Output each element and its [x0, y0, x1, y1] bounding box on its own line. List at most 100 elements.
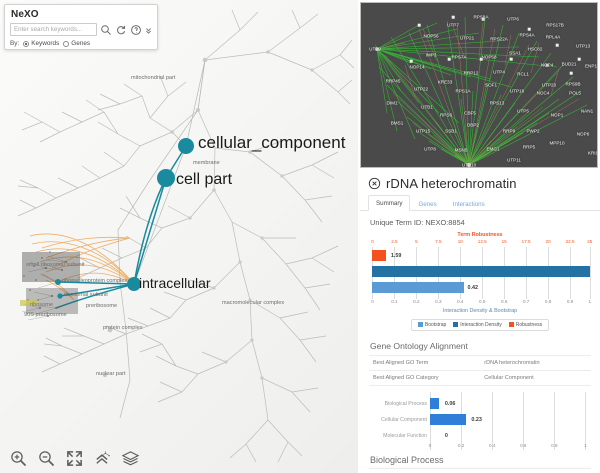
- top-tick: 2.5: [391, 239, 398, 244]
- section-title-biological-process: Biological Process: [370, 455, 444, 465]
- fit-screen-icon[interactable]: [65, 449, 84, 468]
- gene-node[interactable]: [467, 163, 471, 167]
- detail-tabs: Summary Genes Interactions: [360, 194, 600, 211]
- gene-node[interactable]: [481, 17, 485, 21]
- tree-label-preribosome[interactable]: preribosome: [86, 303, 118, 309]
- gene-interaction-network[interactable]: UTP9 RPS8A UTP6 UTP7 NOP56 RPS17B RPS4A …: [360, 2, 598, 168]
- layers-icon[interactable]: [121, 449, 140, 468]
- top-tick: 12.5: [477, 239, 487, 244]
- search-icon[interactable]: [100, 24, 112, 36]
- go-tick: 0.6: [520, 443, 527, 448]
- collapse-icon[interactable]: [93, 449, 112, 468]
- zoom-out-icon[interactable]: [37, 449, 56, 468]
- term-detail-panel: rDNA heterochromatin Summary Genes Inter…: [360, 170, 600, 473]
- bottom-tick: 0.3: [435, 299, 442, 304]
- bar-biological-process[interactable]: [430, 398, 440, 409]
- gene-node[interactable]: [509, 57, 513, 61]
- help-icon[interactable]: [130, 24, 142, 36]
- chart-legend: Bootstrap Interaction Density Robustness: [410, 318, 550, 331]
- tree-label-ribosomal-subunit[interactable]: ribosomal subunit: [64, 292, 108, 298]
- bar-cellular-component[interactable]: [430, 414, 466, 425]
- radio-genes-label: Genes: [71, 40, 91, 47]
- tree-label-ribonucleoprotein-complex[interactable]: ribonucleoprotein complex: [62, 278, 128, 284]
- go-tick: 0: [428, 443, 432, 448]
- gene-node[interactable]: [569, 71, 573, 75]
- go-tick: 1: [584, 443, 587, 448]
- gene-node[interactable]: [375, 47, 379, 51]
- section-divider: [369, 468, 591, 469]
- bar-value-biological-process: 0.06: [444, 401, 456, 407]
- go-alignment-table: Best Aligned GO Term rDNA heterochromati…: [369, 355, 591, 386]
- go-category-label-biological-process: Biological Process: [384, 401, 427, 407]
- tree-label-90s-preribosome[interactable]: 90S preribosome: [24, 312, 67, 318]
- gene-node[interactable]: [451, 15, 455, 19]
- chart-title-term-robustness: Term Robustness: [457, 232, 503, 238]
- radio-keywords[interactable]: Keywords: [23, 40, 59, 47]
- tree-label-protein-complex[interactable]: protein complex: [103, 325, 143, 331]
- tree-label-membrane[interactable]: membrane: [193, 160, 220, 166]
- bottom-tick: 0.6: [500, 299, 508, 304]
- top-tick: 20: [545, 239, 551, 244]
- gene-node[interactable]: [555, 43, 559, 47]
- legend-item-interaction-density[interactable]: Interaction Density: [453, 322, 502, 328]
- tab-interactions[interactable]: Interactions: [452, 201, 485, 208]
- legend-item-bootstrap[interactable]: Bootstrap: [417, 322, 446, 328]
- chart-xlabel-interaction-density-bootstrap: Interaction Density & Bootstrap: [442, 308, 518, 314]
- robustness-chart: Term Robustness 0 2.5 5 7.5 10 12.5 15 1…: [368, 230, 592, 334]
- legend-item-robustness[interactable]: Robustness: [508, 322, 542, 328]
- bottom-tick: 1: [588, 299, 592, 304]
- term-detail-header: rDNA heterochromatin: [360, 170, 600, 194]
- go-category-label-molecular-function: Molecular Function: [383, 433, 427, 439]
- tab-genes[interactable]: Genes: [418, 201, 437, 208]
- gene-node[interactable]: [479, 57, 483, 61]
- radio-genes[interactable]: Genes: [63, 40, 90, 47]
- zoom-in-icon[interactable]: [9, 449, 28, 468]
- tree-label-small-ribosomal-subunit[interactable]: small ribosomal subunit: [26, 262, 85, 268]
- row-value: rDNA heterochromatin: [484, 360, 540, 366]
- bottom-tick: 0.5: [479, 299, 486, 304]
- gridline: [554, 392, 556, 450]
- gene-node[interactable]: [577, 57, 581, 61]
- legend-swatch-interaction-density: [453, 322, 459, 327]
- bar-value-molecular-function: 0: [444, 433, 448, 439]
- search-row: [10, 23, 152, 36]
- search-input[interactable]: [10, 23, 97, 36]
- go-tick: 0.8: [551, 443, 558, 448]
- radio-genes-dot: [63, 40, 70, 47]
- tree-label-ribosome[interactable]: ribosome: [30, 302, 54, 308]
- gene-node[interactable]: [447, 57, 451, 61]
- row-key: Best Aligned GO Term: [373, 360, 429, 366]
- chevron-down-icon[interactable]: [145, 24, 152, 36]
- gene-node[interactable]: [409, 59, 413, 63]
- tab-summary[interactable]: Summary: [368, 195, 411, 211]
- ontology-tree-view[interactable]: cellular_component cell part intracellul…: [0, 0, 358, 473]
- tree-label-mitochondrial-part[interactable]: mitochondrial part: [131, 75, 176, 81]
- gene-node[interactable]: [527, 27, 531, 31]
- refresh-icon[interactable]: [115, 24, 127, 36]
- go-category-label-cellular-component: Cellular Component: [381, 417, 427, 423]
- tree-node-cellular-component: [178, 138, 194, 154]
- page-title: rDNA heterochromatin: [386, 176, 517, 191]
- bar-interaction-density[interactable]: [372, 266, 590, 277]
- tree-label-intracellular[interactable]: intracellular: [139, 275, 211, 291]
- gridline: [492, 392, 494, 450]
- tree-label-cell-part[interactable]: cell part: [176, 171, 233, 188]
- close-circle-icon[interactable]: [368, 177, 381, 190]
- gridline: [585, 392, 587, 450]
- tree-label-macromolecular-complex[interactable]: macromolecular complex: [222, 300, 285, 306]
- top-tick: 7.5: [435, 239, 442, 244]
- unique-term-id: Unique Term ID: NEXO:8854: [370, 218, 465, 227]
- bottom-tick: 0.1: [391, 299, 398, 304]
- table-row: Best Aligned GO Term rDNA heterochromati…: [369, 356, 591, 371]
- row-key: Best Aligned GO Category: [373, 375, 439, 381]
- gene-node[interactable]: [417, 23, 421, 27]
- app-title: NeXO: [11, 9, 39, 20]
- tree-label-nuclear-part[interactable]: nuclear part: [96, 371, 126, 377]
- ontology-tree-graph[interactable]: [0, 0, 358, 473]
- bottom-tick: 0.4: [457, 299, 464, 304]
- bar-robustness[interactable]: [372, 250, 387, 261]
- bar-value-robustness: 1.59: [390, 252, 402, 259]
- bar-bootstrap[interactable]: [372, 282, 464, 293]
- tree-label-cellular-component[interactable]: cellular_component: [198, 133, 346, 152]
- gene-node[interactable]: [545, 63, 549, 67]
